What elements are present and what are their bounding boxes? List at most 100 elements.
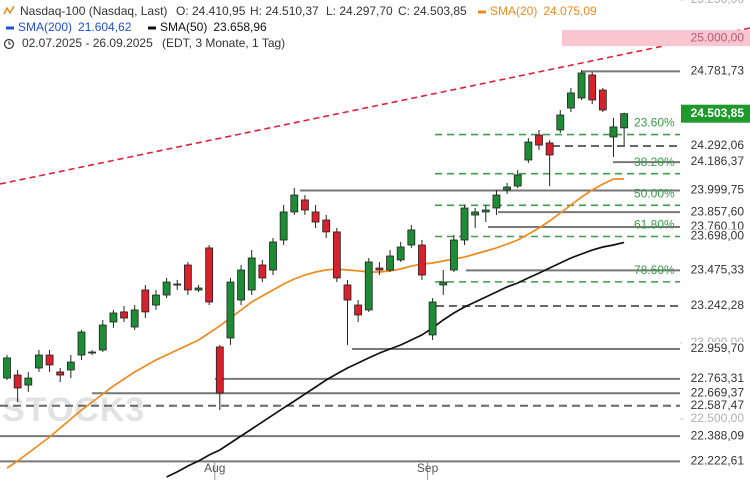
- candle-body: [609, 126, 618, 138]
- clock-hand: [8, 41, 11, 45]
- fib-label: 38.20%: [634, 155, 675, 169]
- candle-body: [194, 287, 203, 291]
- candle-body: [35, 354, 43, 369]
- level-label-bg: [682, 205, 750, 220]
- candle-body: [3, 357, 11, 379]
- candle-body: [45, 354, 54, 366]
- trendline: [0, 27, 750, 185]
- candle-body: [66, 361, 75, 371]
- legend-name: SMA(50): [160, 20, 207, 34]
- candle-body: [322, 219, 331, 233]
- ohlc-label: H: 24.510,37: [250, 4, 319, 18]
- candle-body: [332, 231, 341, 279]
- ohlc-label: O: 24.410,95: [176, 4, 246, 18]
- level-label-bg: [682, 398, 750, 413]
- candle-body: [120, 311, 128, 319]
- level-label: 22.959,70: [691, 341, 745, 355]
- alert-label: 25.000,00: [691, 30, 745, 44]
- y-tick-label: 22.500,00: [691, 411, 745, 425]
- fib-label: 50.00%: [634, 186, 675, 200]
- candle-body: [513, 174, 522, 187]
- period: (EDT, 3 Monate, 1 Tag): [162, 36, 285, 50]
- candle-body: [162, 281, 171, 296]
- candle-body: [269, 241, 277, 271]
- level-label-bg: [682, 341, 750, 356]
- candle-body: [545, 142, 554, 156]
- candle-body: [418, 244, 426, 276]
- legend-name: SMA(200): [18, 20, 72, 34]
- candle-body: [173, 283, 182, 286]
- candle-body: [247, 257, 256, 291]
- fib-label: 61.80%: [634, 218, 675, 232]
- candle-body: [503, 186, 511, 191]
- level-label: 24.292,06: [691, 138, 745, 152]
- candle-body: [620, 113, 629, 129]
- candle-body: [24, 377, 33, 386]
- candle-body: [98, 324, 107, 351]
- clock-icon: [3, 38, 15, 50]
- last-price-box: [681, 104, 750, 123]
- candle-body: [290, 194, 299, 213]
- candle-body: [237, 269, 245, 301]
- x-tick-label: Aug: [204, 461, 225, 475]
- candle-body: [407, 229, 416, 246]
- candle-body: [226, 281, 235, 339]
- candle-body: [279, 211, 288, 241]
- candle-body: [492, 194, 501, 209]
- level-label: 23.857,60: [691, 204, 745, 218]
- level-label: 23.698,00: [691, 229, 745, 243]
- plot-area: 23.60% 38.20% 50.00% 61.80% 78.60% Aug Sep: [0, 30, 750, 480]
- ohlc-label: L: 24.297,70: [326, 4, 393, 18]
- fib-label: 78.60%: [634, 263, 675, 277]
- legend-name: SMA(20): [490, 4, 537, 18]
- legend-value: 23.658,96: [213, 20, 267, 34]
- legend-value: 21.604,62: [78, 20, 132, 34]
- candle-body: [130, 309, 139, 328]
- candle-body: [205, 247, 214, 303]
- level-label-bg: [682, 429, 750, 444]
- x-tick-label: Sep: [417, 461, 439, 475]
- candle-body: [471, 211, 480, 216]
- date-range: 02.07.2025 - 26.09.2025: [22, 36, 153, 50]
- y-tick-label: 25.250,00: [691, 0, 745, 6]
- level-label-bg: [682, 183, 750, 198]
- candle-body: [88, 351, 97, 354]
- candle-body: [215, 346, 224, 394]
- level-label: 24.186,37: [691, 154, 745, 168]
- candle-body: [567, 92, 575, 109]
- candle-body: [428, 301, 437, 336]
- candle-body: [460, 207, 469, 241]
- level-label: 22.763,31: [691, 371, 745, 385]
- candle-body: [141, 289, 150, 313]
- level-label-bg: [682, 386, 750, 401]
- level-label: 24.781,73: [691, 64, 745, 78]
- level-label: 23.999,75: [691, 183, 745, 197]
- candle-body: [375, 267, 384, 271]
- candle-body: [556, 114, 565, 131]
- ohlc-label: C: 24.503,85: [398, 4, 467, 18]
- candle-body: [396, 246, 405, 261]
- candle-body: [439, 281, 448, 286]
- candle-body: [577, 72, 586, 99]
- candle-body: [258, 264, 267, 279]
- sma-line: [6, 178, 625, 469]
- candle-body: [535, 134, 543, 146]
- candle-body: [386, 255, 394, 271]
- candle-body: [481, 209, 490, 213]
- level-label-bg: [682, 64, 750, 79]
- candle-body: [301, 199, 309, 211]
- candle-body: [311, 211, 320, 223]
- legend: Nasdaq-100 (Nasdaq, Last) O: 24.410,95 H…: [3, 4, 597, 50]
- legend-value: 24.075,09: [543, 4, 597, 18]
- level-label-bg: [682, 229, 750, 244]
- level-label-bg: [682, 138, 750, 153]
- price-axis: 25.250,0023.000,0022.500,0024.781,7324.2…: [680, 0, 750, 469]
- level-label: 23.475,33: [691, 263, 745, 277]
- level-label: 22.587,47: [691, 398, 745, 412]
- candle-body: [152, 294, 160, 306]
- level-label-bg: [682, 371, 750, 386]
- watermark: STOCK3: [2, 391, 145, 429]
- sma-line: [166, 241, 625, 478]
- candle-body: [13, 374, 22, 389]
